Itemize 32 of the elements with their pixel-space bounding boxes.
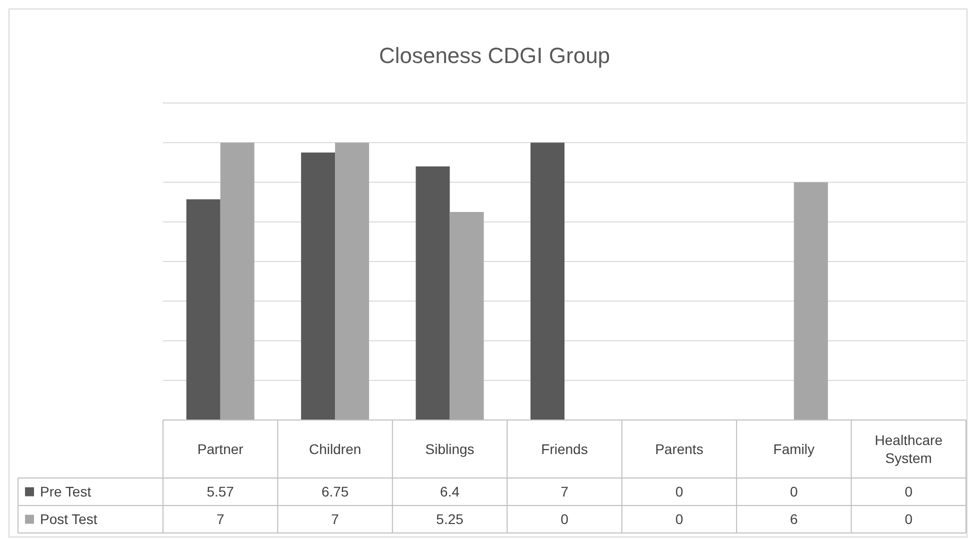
bar [530,142,564,420]
data-label: 5.57 [206,484,234,500]
bar [416,166,450,420]
x-tick-label: Friends [541,440,588,457]
data-label: 0 [675,484,684,500]
data-label: 7 [560,484,569,500]
bar [186,199,220,420]
data-label: 6.4 [440,484,460,500]
x-tick-label: Partner [197,440,244,457]
data-label: 0 [790,484,798,500]
data-label: 0 [675,511,684,528]
data-label: 5.25 [436,511,464,528]
x-tick-label: Family [773,440,815,457]
data-label: 0 [560,511,569,528]
data-label: 7 [331,511,340,528]
legend-label: Post Test [40,511,98,528]
data-label: 0 [904,511,913,528]
x-tick-label: Parents [655,440,704,457]
data-label: 0 [904,484,913,500]
bar [794,182,828,420]
bar [220,142,254,420]
bar [335,142,370,420]
bar [301,152,336,420]
x-tick-label: Children [309,440,362,457]
legend-label: Pre Test [40,484,92,500]
x-tick-label: Healthcare System [874,432,943,466]
x-tick-label: Siblings [425,440,474,457]
bar [450,212,484,420]
data-label: 6 [790,511,798,528]
data-label: 6.75 [321,484,349,500]
chart-title: Closeness CDGI Group [378,43,610,68]
data-label: 7 [216,511,224,528]
